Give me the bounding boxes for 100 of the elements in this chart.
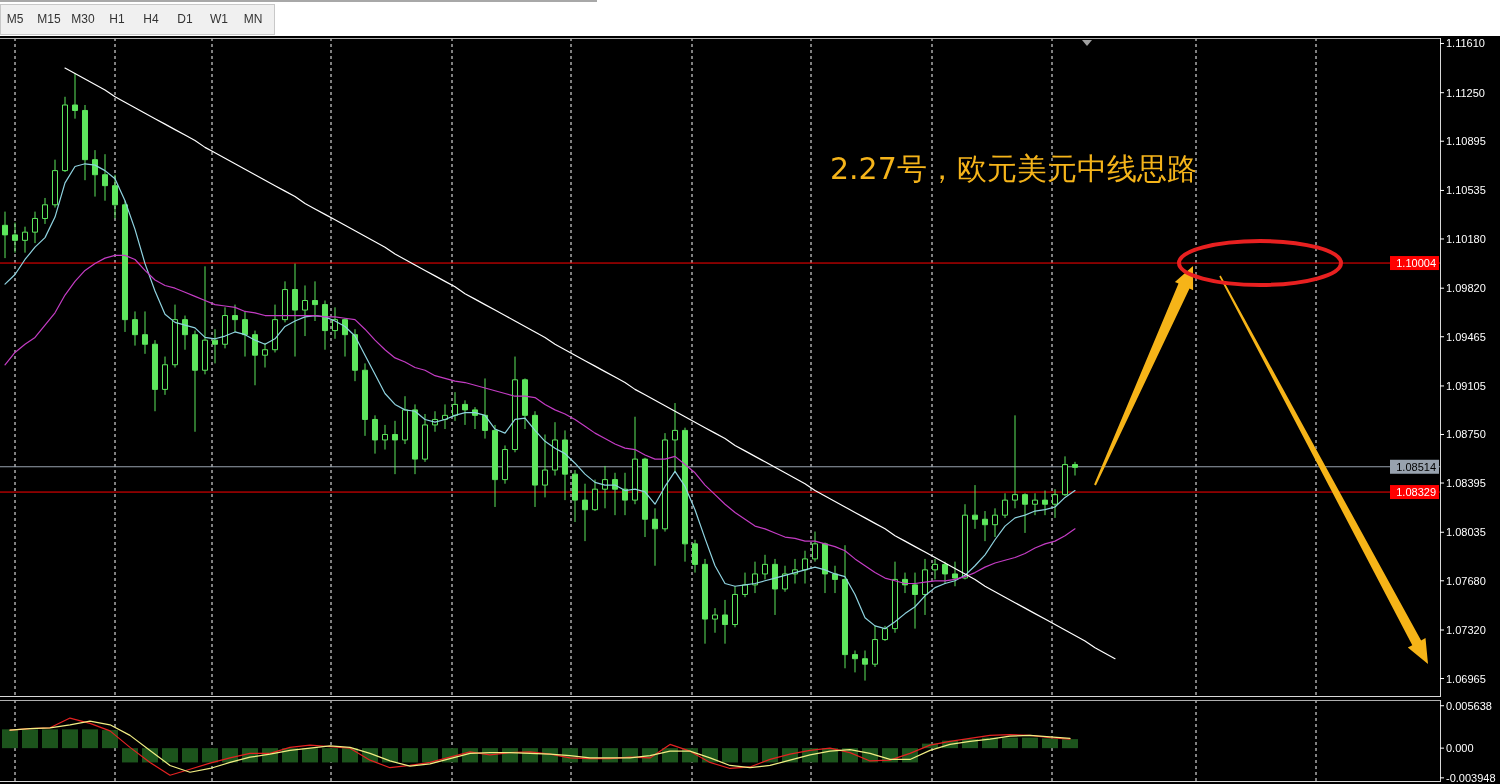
bar [82,729,98,749]
candlestick [232,304,238,333]
bar [22,729,38,749]
bar [122,748,138,763]
candlestick [132,310,138,347]
candlestick [922,558,928,616]
candlestick [712,607,718,634]
candlestick [192,330,198,433]
candlestick [532,410,538,508]
bar [102,730,118,749]
candlestick [1072,461,1078,477]
candlestick [612,472,618,516]
candlestick [382,424,388,451]
bar [2,729,18,749]
candlestick [312,280,318,322]
text: M30 [71,12,95,26]
y-tick-label: 1.11610 [1446,37,1485,50]
candlestick [1062,455,1068,497]
candlestick [482,377,488,440]
candlestick [972,484,978,530]
candlestick [782,565,788,593]
bar [1062,739,1078,749]
y-tick-label: 1.07680 [1446,574,1486,587]
candlestick [992,507,998,538]
candlestick [252,330,258,386]
bar [182,748,198,763]
candlestick [982,510,988,542]
candlestick [1002,492,1008,519]
candlestick [562,429,568,501]
y-tick-label: 1.09105 [1446,379,1486,392]
candlestick [342,317,348,358]
candlestick [1012,414,1018,509]
candlestick [702,558,708,645]
candlestick [662,432,668,533]
y-tick-label: 1.07320 [1446,624,1486,637]
candlestick [542,433,548,498]
candlestick [142,310,148,355]
bar [1022,737,1038,749]
candlestick [282,280,288,323]
candlestick [412,403,418,475]
y-tick-label: 1.09820 [1446,282,1486,295]
candlestick [22,226,28,254]
candlestick [502,444,508,485]
candlestick [892,561,898,634]
bar [422,748,438,763]
candlestick [1032,492,1038,516]
y-tick-label: -0.003948 [1446,771,1496,784]
candlestick [12,222,18,254]
text: 2.27号，欧元美元中线思路 [830,150,1197,186]
y-tick-label: 1.11250 [1446,86,1485,99]
candlestick [172,304,178,368]
candlestick [72,73,78,120]
text: H4 [143,12,159,26]
line-series [4,254,1076,585]
candlestick [522,377,528,430]
candlestick [62,96,68,173]
candlestick [672,402,678,474]
candlestick [852,650,858,673]
candlestick [842,544,848,669]
text: D1 [177,12,193,26]
candlestick [872,625,878,668]
bar [722,748,738,763]
candlestick [302,284,308,337]
y-tick-label: 1.08750 [1446,428,1486,441]
candlestick [572,469,578,523]
candlestick [682,427,688,563]
ref-line-label: 1.10004 [1396,257,1436,270]
candlestick [332,306,338,340]
y-tick-label: 1.10895 [1446,135,1486,148]
y-tick-label: 1.06965 [1446,672,1486,685]
y-tick-label: 1.08395 [1446,477,1486,490]
candlestick [802,550,808,585]
candlestick [122,200,128,333]
candlestick [392,420,398,475]
candlestick [362,362,368,437]
candlestick [152,339,158,412]
candlestick [932,558,938,580]
bar [742,748,758,763]
candlestick [552,421,558,477]
y-tick-label: 1.08035 [1446,526,1486,539]
candlestick [352,328,358,382]
text: M5 [6,12,24,26]
candlestick [292,263,298,358]
bar [162,748,178,763]
candlestick [882,625,888,642]
candlestick [582,483,588,542]
bar [302,748,318,763]
candlestick [1052,488,1058,519]
candlestick [202,265,208,375]
candlestick [752,561,758,594]
candlestick [242,310,248,358]
candlestick [942,561,948,585]
candlestick [822,542,828,594]
text: W1 [210,12,229,26]
y-tick-label: 1.10535 [1446,184,1486,197]
candlestick [52,159,58,209]
candlestick [632,416,638,505]
candlestick [112,174,118,219]
candlestick [462,399,468,426]
candlestick [642,457,648,538]
